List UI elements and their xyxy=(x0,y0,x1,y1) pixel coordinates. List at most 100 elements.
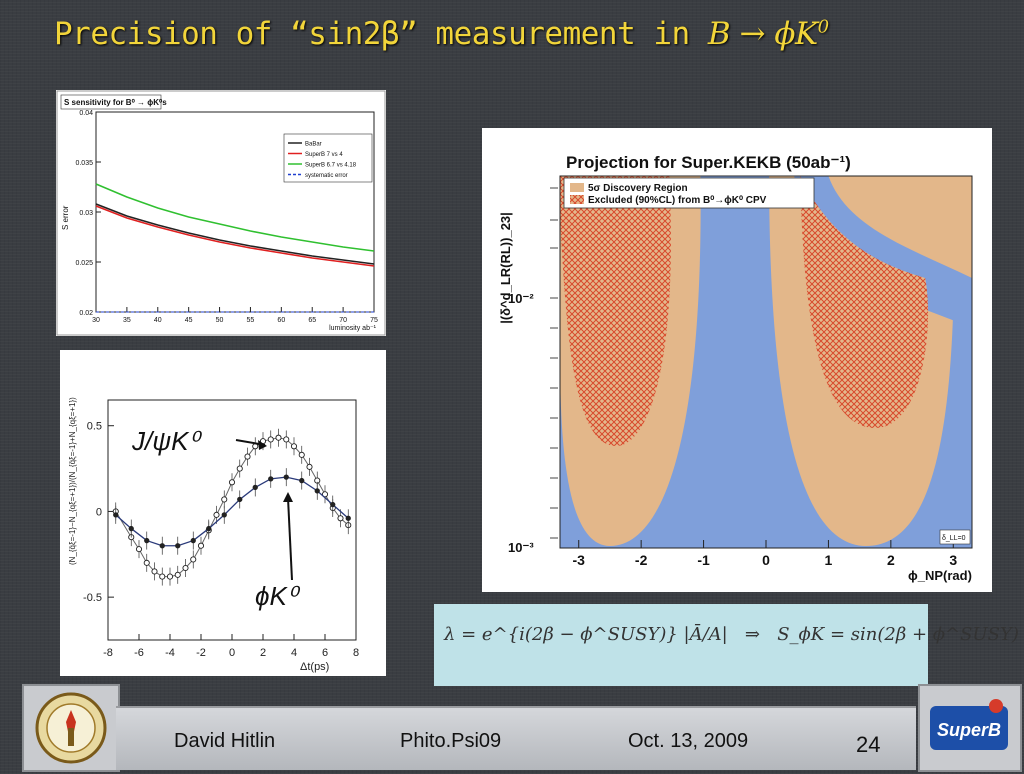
asymmetry-chart: (N_{q̄ξ=-1}−N_{qξ=+1})/(N_{q̄ξ=-1}+N_{qξ… xyxy=(68,397,359,673)
footer-page-number: 24 xyxy=(856,732,881,757)
chart1-ytick-label: 0.04 xyxy=(79,110,93,117)
chart2-data-point xyxy=(237,496,243,503)
chart2-data-point xyxy=(306,463,313,470)
chart2-ytick-label: 0 xyxy=(96,506,102,518)
chart2-data-point xyxy=(244,453,251,460)
chart2-data-point xyxy=(174,571,181,578)
chart2-data-point xyxy=(221,512,227,518)
chart1-ylabel: S error xyxy=(61,205,70,230)
chart2-annotation-phik: ϕK⁰ xyxy=(255,581,301,611)
chart2-data-point xyxy=(143,559,150,566)
chart1-legend-label: BaBar xyxy=(305,142,322,148)
s-sensitivity-chart: S sensitivity for B⁰ → ϕK⁰s S error lumi… xyxy=(56,90,386,336)
chart2-xtick-label: 2 xyxy=(260,647,266,659)
chart2-data-point xyxy=(144,537,150,544)
chart2-data-point xyxy=(252,484,258,491)
chart2-data-point xyxy=(182,564,189,572)
superb-logo: SuperB xyxy=(918,684,1022,772)
chart1-title: S sensitivity for B⁰ → ϕK⁰s xyxy=(64,98,167,107)
chart2-data-point xyxy=(283,474,289,480)
chart2-xtick-label: -2 xyxy=(196,647,206,659)
chart2-data-point xyxy=(268,476,274,482)
chart2-xtick-label: -6 xyxy=(134,647,144,659)
chart2-xtick-label: -8 xyxy=(103,647,113,659)
slide-title: Precision of “sin2β” measurement in B → … xyxy=(54,16,829,52)
s-sensitivity-chart-panel: S sensitivity for B⁰ → ϕK⁰s S error lumi… xyxy=(56,90,386,336)
chart1-frame xyxy=(56,90,386,336)
chart2-data-point xyxy=(298,451,305,458)
formula: λ = e^{i(2β − ϕ^SUSY)} |Ā/A| ⇒ S_ϕK = si… xyxy=(444,624,1019,645)
chart1-xtick-label: 60 xyxy=(277,317,285,324)
chart2-xlabel: Δt(ps) xyxy=(300,661,329,673)
chart2-data-point xyxy=(159,543,165,549)
chart2-annotation-jpsik: J/ψK⁰ xyxy=(131,426,202,456)
chart2-xtick-label: 4 xyxy=(291,647,297,659)
chart2-data-point xyxy=(135,546,143,553)
chart2-arrow-head xyxy=(283,492,293,502)
chart1-xtick-label: 75 xyxy=(370,317,378,324)
chart2-data-point xyxy=(221,496,228,503)
chart3-excluded-region-left xyxy=(560,176,671,446)
chart3-xtick-label: -3 xyxy=(573,552,586,568)
chart3-xtick-label: -1 xyxy=(697,552,710,568)
chart2-data-point xyxy=(190,537,196,544)
chart3-legend-swatch-excluded xyxy=(570,195,584,204)
chart2-data-point xyxy=(159,573,166,580)
chart2-data-point xyxy=(166,573,174,580)
chart3-legend-label-discovery: 5σ Discovery Region xyxy=(588,183,688,194)
chart2-ytick-label: 0.5 xyxy=(87,421,102,433)
title-text: Precision of “sin2β” measurement in xyxy=(54,16,708,52)
chart1-xtick-label: 50 xyxy=(216,317,224,324)
chart2-data-point xyxy=(128,525,134,532)
chart2-data-point xyxy=(283,436,290,443)
chart1-ytick-label: 0.035 xyxy=(75,160,93,167)
chart3-legend xyxy=(563,177,815,209)
chart2-data-point xyxy=(175,543,181,549)
chart3-regions xyxy=(560,176,972,548)
chart1-xlabel: luminosity ab⁻¹ xyxy=(329,325,377,332)
chart3-excluded-region-right xyxy=(800,176,929,428)
asymmetry-chart-panel: (N_{q̄ξ=-1}−N_{qξ=+1})/(N_{q̄ξ=-1}+N_{qξ… xyxy=(60,350,386,676)
projection-chart: Projection for Super.KEKB (50ab⁻¹) |(δ^d… xyxy=(498,153,973,583)
chart1-xtick-label: 35 xyxy=(123,317,131,324)
chart1-legend-label: systematic error xyxy=(305,173,348,179)
footer-date: Oct. 13, 2009 xyxy=(628,730,749,752)
chart1-series-line xyxy=(95,203,375,265)
superb-logo-text: SuperB xyxy=(937,720,1001,740)
chart1-series-line xyxy=(95,205,375,267)
chart3-xtick-label: 1 xyxy=(825,552,833,568)
chart2-data-point xyxy=(275,434,282,441)
chart1-xtick-label: 70 xyxy=(339,317,347,324)
chart1-xtick-label: 45 xyxy=(185,317,193,324)
chart2-data-point xyxy=(345,515,351,521)
chart3-xlabel: ϕ_NP(rad) xyxy=(908,568,972,583)
chart2-data-point xyxy=(290,443,298,450)
chart2-data-point xyxy=(190,556,197,563)
formula-box: λ = e^{i(2β − ϕ^SUSY)} |Ā/A| ⇒ S_ϕK = si… xyxy=(434,604,1019,686)
chart1-xtick-label: 55 xyxy=(247,317,255,324)
chart1-xtick-label: 65 xyxy=(308,317,316,324)
chart2-data-point xyxy=(314,488,320,494)
chart2-data-point xyxy=(330,501,336,508)
footer-bar: David Hitlin Phito.Psi09 Oct. 13, 2009 2… xyxy=(116,706,916,770)
caltech-seal-logo xyxy=(22,684,120,772)
chart3-corner-label-box xyxy=(939,529,971,545)
chart2-ytick-label: -0.5 xyxy=(83,592,102,604)
chart2-data-point xyxy=(213,511,220,518)
chart2-ylabel: (N_{q̄ξ=-1}−N_{qξ=+1})/(N_{q̄ξ=-1}+N_{qξ… xyxy=(68,397,77,565)
chart3-discovery-region-upper xyxy=(828,176,972,278)
chart1-legend-label: SuperB 7 vs 4 xyxy=(305,152,343,158)
chart2-xtick-label: 8 xyxy=(353,647,359,659)
chart3-legend-swatch-discovery xyxy=(570,183,584,192)
chart1-ytick-label: 0.025 xyxy=(75,260,93,267)
chart2-data-point xyxy=(228,479,236,486)
projection-chart-panel: Projection for Super.KEKB (50ab⁻¹) |(δ^d… xyxy=(482,128,992,592)
chart3-ytick-1: 10⁻² xyxy=(508,291,534,306)
chart1-ytick-label: 0.03 xyxy=(79,210,93,217)
chart2-arrow-line xyxy=(287,497,293,581)
formula-rhs: S_ϕK = sin(2β + ϕ^SUSY) xyxy=(777,624,1019,645)
chart2-data-point xyxy=(236,465,243,472)
chart2-arrow-head xyxy=(258,440,267,450)
title-superscript: 0 xyxy=(817,16,829,38)
caltech-seal-icon xyxy=(35,692,107,764)
